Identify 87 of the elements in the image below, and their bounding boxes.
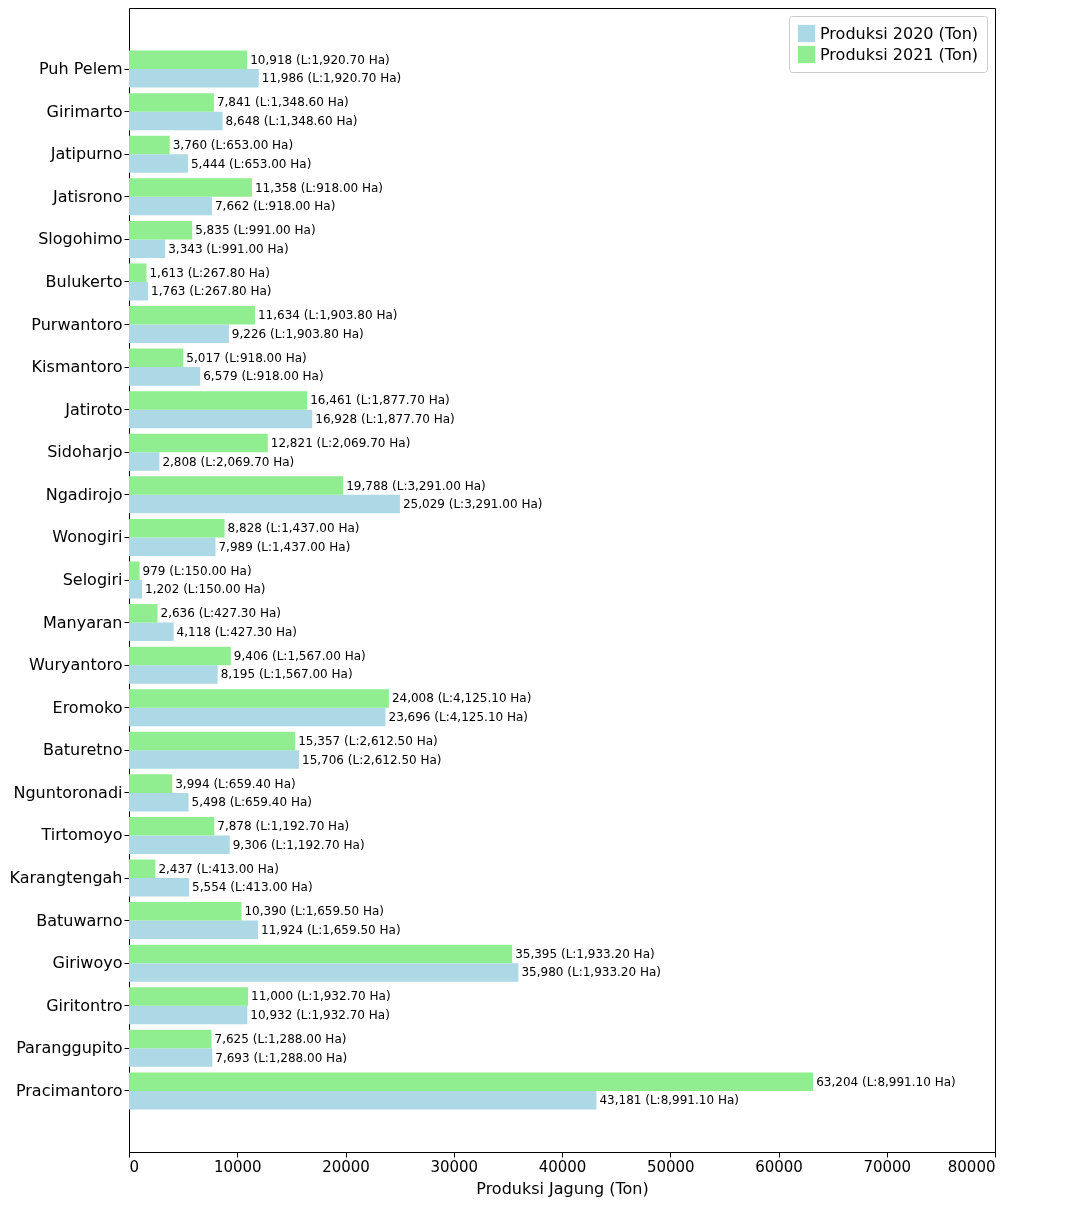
data-label: 1,763 (L:267.80 Ha) <box>151 284 272 299</box>
y-tick-label: Wonogiri <box>52 527 123 547</box>
data-label: 16,461 (L:1,877.70 Ha) <box>310 393 450 408</box>
y-tick-label: Giritontro <box>46 995 123 1015</box>
y-tick-label: Bulukerto <box>45 271 123 291</box>
y-tick-label: Jatisrono <box>51 186 123 206</box>
data-label: 7,989 (L:1,437.00 Ha) <box>218 539 351 554</box>
y-tick-label: Selogiri <box>62 570 123 589</box>
data-label: 15,357 (L:2,612.50 Ha) <box>298 734 438 749</box>
data-label: 9,226 (L:1,903.80 Ha) <box>231 326 364 341</box>
data-label: 4,118 (L:427.30 Ha) <box>176 624 298 639</box>
data-label: 2,636 (L:427.30 Ha) <box>160 606 281 621</box>
x-tick-label: 70000 <box>863 1157 912 1176</box>
data-label: 9,306 (L:1,192.70 Ha) <box>232 837 365 852</box>
data-label: 3,343 (L:991.00 Ha) <box>168 241 289 256</box>
data-label: 7,693 (L:1,288.00 Ha) <box>215 1050 348 1065</box>
y-tick-label: Pracimantoro <box>15 1080 123 1100</box>
x-tick-label: 60000 <box>755 1157 803 1176</box>
data-label: 2,437 (L:413.00 Ha) <box>158 861 279 876</box>
data-label: 11,358 (L:918.00 Ha) <box>254 180 384 195</box>
data-label: 5,017 (L:918.00 Ha) <box>186 350 307 365</box>
y-tick-label: Kismantoro <box>31 357 123 377</box>
data-label: 5,444 (L:653.00 Ha) <box>190 156 312 171</box>
y-tick-label: Ngadirojo <box>45 484 123 504</box>
y-tick-label: Puh Pelem <box>38 59 123 79</box>
data-label: 6,579 (L:918.00 Ha) <box>203 369 324 384</box>
data-label: 8,828 (L:1,437.00 Ha) <box>227 521 360 536</box>
data-label: 1,202 (L:150.00 Ha) <box>145 582 266 597</box>
legend-label: Produksi 2020 (Ton) <box>820 23 979 43</box>
data-label: 5,498 (L:659.40 Ha) <box>191 795 312 810</box>
x-tick-label: 40000 <box>538 1157 587 1176</box>
data-label: 5,554 (L:413.00 Ha) <box>192 880 313 895</box>
data-label: 8,195 (L:1,567.00 Ha) <box>220 667 353 682</box>
x-tick-label: 20000 <box>322 1157 370 1176</box>
y-tick-label: Paranggupito <box>16 1038 123 1058</box>
y-tick-label: Girimarto <box>46 101 123 121</box>
data-label: 3,760 (L:653.00 Ha) <box>172 137 294 152</box>
data-label: 24,008 (L:4,125.10 Ha) <box>391 691 532 706</box>
data-label: 5,835 (L:991.00 Ha) <box>195 223 316 238</box>
data-label: 7,625 (L:1,288.00 Ha) <box>214 1032 347 1047</box>
data-label: 16,928 (L:1,877.70 Ha) <box>315 411 455 426</box>
data-label: 1,613 (L:267.80 Ha) <box>149 265 270 280</box>
data-label: 11,924 (L:1,659.50 Ha) <box>261 922 401 937</box>
data-label: 11,000 (L:1,932.70 Ha) <box>251 989 391 1004</box>
y-tick-label: Nguntoronadi <box>13 782 123 802</box>
data-label: 19,788 (L:3,291.00 Ha) <box>346 478 486 493</box>
data-label: 9,406 (L:1,567.00 Ha) <box>233 648 366 663</box>
x-tick-label: 10000 <box>213 1157 262 1176</box>
y-tick-label: Manyaran <box>42 612 123 632</box>
x-axis-title: Produksi Jagung (Ton) <box>476 1178 649 1198</box>
data-label: 979 (L:150.00 Ha) <box>142 563 252 578</box>
data-label: 7,878 (L:1,192.70 Ha) <box>217 819 350 834</box>
data-label: 12,821 (L:2,069.70 Ha) <box>270 436 411 451</box>
x-tick-label: 50000 <box>646 1157 695 1176</box>
y-tick-label: Jatipurno <box>49 144 123 164</box>
y-tick-label: Sidoharjo <box>47 442 123 462</box>
y-tick-label: Jatiroto <box>64 399 123 419</box>
data-label: 10,918 (L:1,920.70 Ha) <box>250 52 390 67</box>
data-label: 63,204 (L:8,991.10 Ha) <box>816 1074 956 1089</box>
y-tick-label: Giriwoyo <box>52 953 123 973</box>
y-tick-label: Purwantoro <box>31 314 123 334</box>
data-label: 7,841 (L:1,348.60 Ha) <box>216 95 349 110</box>
y-tick-label: Wuryantoro <box>29 655 123 675</box>
data-label: 11,634 (L:1,903.80 Ha) <box>257 308 398 323</box>
data-label: 43,181 (L:8,991.10 Ha) <box>599 1093 739 1108</box>
y-tick-label: Baturetno <box>43 740 123 760</box>
data-label: 35,395 (L:1,933.20 Ha) <box>515 946 655 961</box>
data-label: 11,986 (L:1,920.70 Ha) <box>261 71 402 86</box>
data-label: 35,980 (L:1,933.20 Ha) <box>521 965 662 980</box>
data-label: 3,994 (L:659.40 Ha) <box>175 776 296 791</box>
x-tick-label: 0 <box>129 1157 140 1176</box>
data-label: 10,390 (L:1,659.50 Ha) <box>244 904 384 919</box>
legend-label: Produksi 2021 (Ton) <box>820 44 979 64</box>
data-label: 7,662 (L:918.00 Ha) <box>214 199 336 214</box>
y-tick-label: Eromoko <box>52 697 123 717</box>
y-tick-label: Slogohimo <box>38 229 123 249</box>
data-label: 10,932 (L:1,932.70 Ha) <box>250 1008 390 1023</box>
y-tick-label: Karangtengah <box>9 868 123 888</box>
x-tick-label: 80000 <box>947 1157 996 1176</box>
data-label: 8,648 (L:1,348.60 Ha) <box>225 113 358 128</box>
data-label: 25,029 (L:3,291.00 Ha) <box>402 497 543 512</box>
data-label: 23,696 (L:4,125.10 Ha) <box>388 709 529 724</box>
x-tick-label: 30000 <box>430 1157 479 1176</box>
y-tick-label: Batuwarno <box>36 910 123 930</box>
data-label: 15,706 (L:2,612.50 Ha) <box>302 752 442 767</box>
data-label: 2,808 (L:2,069.70 Ha) <box>162 454 295 469</box>
y-tick-label: Tirtomoyo <box>40 825 123 845</box>
